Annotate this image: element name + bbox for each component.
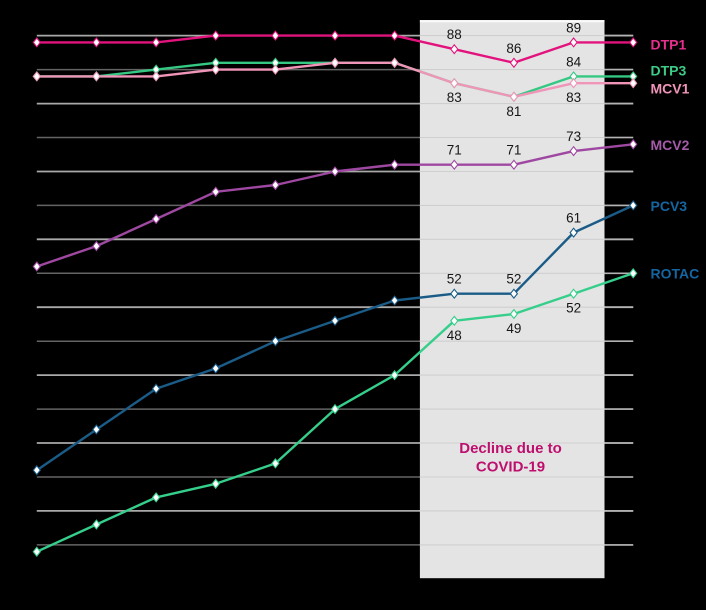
svg-text:DTP3: DTP3 [651,63,687,79]
svg-text:88: 88 [447,27,462,42]
svg-text:89: 89 [566,20,581,35]
svg-text:71: 71 [447,143,462,158]
svg-text:71: 71 [506,143,521,158]
svg-text:PCV3: PCV3 [651,198,688,214]
svg-text:84: 84 [566,54,582,69]
svg-text:61: 61 [566,211,581,226]
svg-text:86: 86 [506,41,521,56]
svg-text:52: 52 [566,301,581,316]
svg-text:MCV2: MCV2 [651,137,690,153]
svg-text:83: 83 [447,90,462,105]
svg-text:COVID-19: COVID-19 [476,459,545,476]
svg-text:73: 73 [566,129,581,144]
svg-text:Decline due to: Decline due to [459,440,562,457]
svg-text:DTP1: DTP1 [651,36,687,52]
svg-text:48: 48 [447,328,462,343]
svg-text:49: 49 [506,321,521,336]
svg-text:ROTAC: ROTAC [651,265,700,281]
svg-text:52: 52 [506,272,521,287]
svg-text:MCV1: MCV1 [651,81,690,97]
svg-text:81: 81 [506,104,521,119]
svg-text:83: 83 [566,90,581,105]
svg-text:52: 52 [447,272,462,287]
